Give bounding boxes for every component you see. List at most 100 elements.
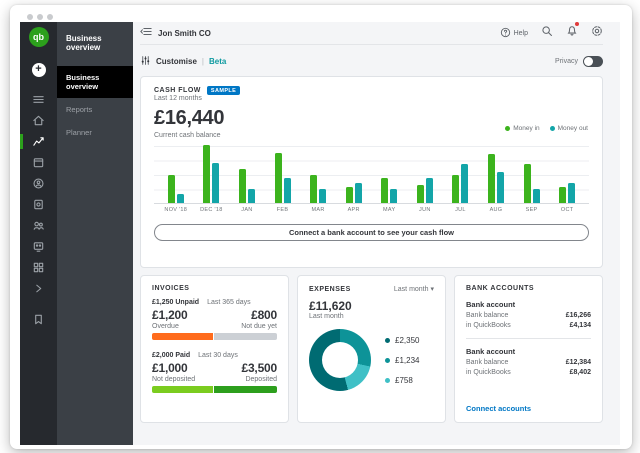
bank-account-block: Bank account Bank balance £12,384 in Qui… <box>466 339 591 376</box>
privacy-toggle[interactable] <box>583 56 603 67</box>
in-quickbooks-label: in QuickBooks <box>466 369 511 376</box>
help-button[interactable]: Help <box>500 27 528 40</box>
expenses-filter-label: Last month <box>393 286 429 293</box>
not-deposited-segment <box>152 386 213 393</box>
bar-group <box>310 145 327 203</box>
bar-money-out[interactable] <box>354 182 362 203</box>
chevron-down-icon: ▾ <box>430 286 434 293</box>
cash-flow-title: CASH FLOW <box>154 87 201 94</box>
page-controls: Customise | Beta Privacy <box>140 45 603 76</box>
month-label: MAY <box>383 207 396 213</box>
notification-badge <box>575 22 579 26</box>
bar-money-in[interactable] <box>381 178 389 203</box>
bar-money-out[interactable] <box>247 189 255 203</box>
bar-money-in[interactable] <box>310 174 318 203</box>
invoices-card: INVOICES £1,250 Unpaid Last 365 days £1,… <box>140 275 289 423</box>
expenses-title: EXPENSES <box>309 285 351 293</box>
bar-money-in[interactable] <box>487 154 495 203</box>
bar-money-out[interactable] <box>212 163 220 203</box>
in-quickbooks-value: £4,134 <box>569 322 591 329</box>
collapse-sidebar-icon[interactable] <box>140 24 152 42</box>
top-bar: Jon Smith CO Help <box>140 22 603 45</box>
quickbooks-logo[interactable]: qb <box>28 27 49 47</box>
bar-money-out[interactable] <box>496 172 504 203</box>
bar-money-in[interactable] <box>416 185 424 203</box>
not-due-amount: £800 <box>251 308 277 322</box>
customise-button[interactable]: Customise | Beta <box>140 55 226 68</box>
sliders-icon <box>140 55 151 68</box>
bar-group <box>559 145 576 203</box>
help-label: Help <box>513 29 528 37</box>
expenses-total: £11,620 <box>309 299 352 313</box>
company-name[interactable]: Jon Smith CO <box>158 28 211 38</box>
calendar-icon[interactable] <box>20 156 57 169</box>
team-icon[interactable] <box>20 219 57 232</box>
cash-balance-amount: £16,440 <box>154 107 225 129</box>
bank-account-name: Bank account <box>466 347 516 356</box>
bar-money-in[interactable] <box>167 174 175 203</box>
bar-money-in[interactable] <box>345 187 353 203</box>
create-plus-button[interactable]: + <box>31 63 46 77</box>
bar-money-in[interactable] <box>523 164 531 203</box>
window-minimize-button[interactable] <box>37 14 43 20</box>
cash-flow-bar-chart <box>154 145 589 204</box>
sales-icon[interactable] <box>20 198 57 211</box>
bar-money-out[interactable] <box>176 193 184 203</box>
sidebar-item-reports[interactable]: Reports <box>66 105 93 114</box>
notifications-bell-icon[interactable] <box>566 22 579 42</box>
expenses-filter-dropdown[interactable]: Last month ▾ <box>394 285 434 293</box>
money-out-dot <box>549 126 555 131</box>
bar-money-out[interactable] <box>390 189 398 203</box>
customers-icon[interactable] <box>20 177 57 190</box>
bar-group <box>452 145 469 203</box>
month-label: AUG <box>489 207 503 213</box>
cash-flow-card: CASH FLOW SAMPLE Last 12 months £16,440 … <box>140 76 603 268</box>
bar-money-in[interactable] <box>238 168 246 203</box>
paid-progress-bar <box>152 386 277 393</box>
sidebar-item-business-overview[interactable]: Business overview <box>57 66 133 98</box>
in-quickbooks-label: in QuickBooks <box>466 322 511 329</box>
expense-dot-2 <box>385 357 390 363</box>
deposited-amount: £3,500 <box>241 361 277 375</box>
expand-chevron-icon[interactable] <box>20 282 57 295</box>
apps-icon[interactable] <box>20 261 57 274</box>
window-close-button[interactable] <box>27 14 33 20</box>
window-controls <box>27 14 53 20</box>
bar-money-out[interactable] <box>425 178 433 203</box>
bank-accounts-title: BANK ACCOUNTS <box>466 285 535 292</box>
cash-balance-caption: Current cash balance <box>154 132 221 139</box>
month-label: OCT <box>560 207 574 213</box>
month-label: JUN <box>419 207 431 213</box>
bookmark-icon[interactable] <box>20 313 57 326</box>
separator: | <box>201 57 204 66</box>
banking-icon[interactable] <box>20 240 57 253</box>
bar-money-in[interactable] <box>452 174 460 203</box>
bar-money-in[interactable] <box>274 153 282 203</box>
bar-money-out[interactable] <box>532 189 540 203</box>
settings-gear-icon[interactable] <box>591 24 603 42</box>
customise-label: Customise <box>156 57 197 66</box>
search-icon[interactable] <box>541 24 553 42</box>
money-in-dot <box>505 126 511 131</box>
window-zoom-button[interactable] <box>47 14 53 20</box>
bar-money-in[interactable] <box>559 187 567 203</box>
bar-money-out[interactable] <box>319 189 327 203</box>
menu-icon[interactable] <box>20 93 57 106</box>
home-icon[interactable] <box>20 114 57 127</box>
business-overview-icon[interactable] <box>20 134 57 149</box>
bar-money-in[interactable] <box>203 145 211 203</box>
expense-legend-item: £1,234 <box>385 356 419 365</box>
legend-money-in: Money in <box>505 125 540 132</box>
bar-money-out[interactable] <box>283 178 291 203</box>
connect-accounts-link[interactable]: Connect accounts <box>466 404 532 413</box>
bar-money-out[interactable] <box>568 182 576 203</box>
expenses-donut-chart[interactable] <box>309 329 371 391</box>
connect-bank-button[interactable]: Connect a bank account to see your cash … <box>154 224 589 241</box>
bank-balance-value: £12,384 <box>565 359 591 366</box>
bank-account-name: Bank account <box>466 300 516 309</box>
bar-group <box>238 145 255 203</box>
bar-money-out[interactable] <box>461 164 469 203</box>
legend-money-out-label: Money out <box>557 125 588 132</box>
bar-group <box>523 145 540 203</box>
sidebar-item-planner[interactable]: Planner <box>66 128 92 137</box>
